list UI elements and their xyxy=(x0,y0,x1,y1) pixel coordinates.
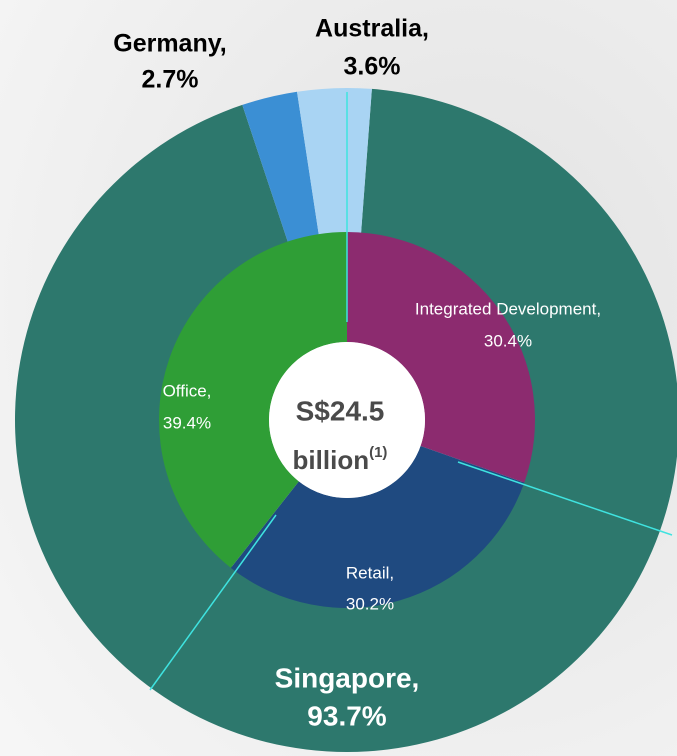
center-footnote: (1) xyxy=(369,444,387,461)
donut-slice xyxy=(297,87,372,237)
leader-lines xyxy=(149,92,673,691)
slice-value-label: 39.4% xyxy=(163,413,211,432)
leader-line xyxy=(149,514,277,691)
donut-slice xyxy=(242,91,319,244)
donut-slice xyxy=(230,445,525,608)
slice-value-label: 3.6% xyxy=(344,53,401,81)
slice-label: Australia, xyxy=(315,15,429,43)
leader-line xyxy=(457,461,673,536)
slice-value-label: 2.7% xyxy=(142,66,199,94)
slice-value-label: 93.7% xyxy=(307,700,386,731)
slice-label: Germany, xyxy=(113,30,226,58)
slice-value-label: 30.4% xyxy=(484,331,532,350)
center-unit-line: billion(1) xyxy=(293,444,388,475)
slice-label: Retail, xyxy=(346,563,394,582)
donut-slice xyxy=(159,231,347,568)
center-value: S$24.5 xyxy=(296,395,385,426)
slice-label: Singapore, xyxy=(275,662,420,693)
labels: Singapore, 93.7% Germany, 2.7% Australia, 3.6… xyxy=(113,15,601,732)
slice-label: Office, xyxy=(163,381,212,400)
rings xyxy=(15,87,677,752)
donut-slice xyxy=(15,88,677,752)
center-unit: billion xyxy=(293,445,370,475)
center-hole xyxy=(269,342,425,498)
slice-value-label: 30.2% xyxy=(346,594,394,613)
donut-slice xyxy=(347,232,535,483)
slice-label: Integrated Development, xyxy=(415,299,601,318)
